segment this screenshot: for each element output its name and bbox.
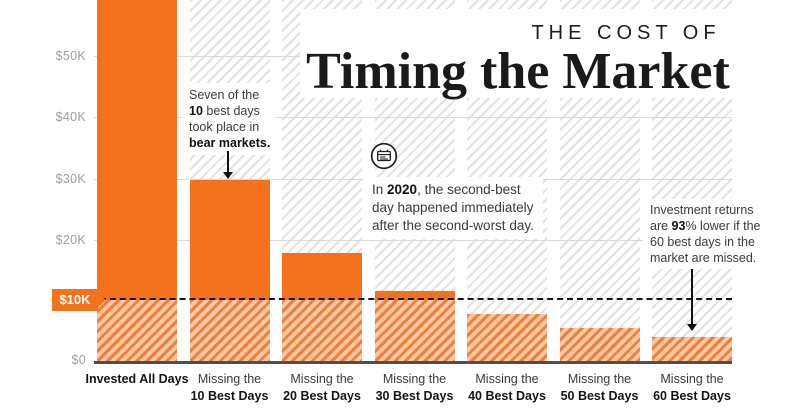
- x-category-label: Missing the 30 Best Days: [345, 371, 485, 404]
- tag-pointer-icon: [98, 293, 106, 307]
- arrow-down-icon: [687, 324, 697, 331]
- annotation-text: Seven of the: [189, 88, 260, 102]
- x-category-label: Missing the 20 Best Days: [252, 371, 392, 404]
- x-category-label: Missing the 50 Best Days: [530, 371, 670, 404]
- x-label-line1: Missing the: [382, 372, 447, 386]
- bar-solid-segment: [189, 180, 270, 300]
- annotation-text: after the second-worst day.: [372, 218, 534, 233]
- annotation-text: In: [372, 182, 388, 197]
- annotation-line: after the second-worst day.: [372, 217, 534, 235]
- y-tick-label: $30K: [55, 172, 86, 186]
- x-category-label: Missing the 40 Best Days: [437, 371, 577, 404]
- annotation-line: In 2020, the second-best: [372, 181, 534, 199]
- x-label-line2: 10 Best Days: [190, 388, 269, 403]
- bar-hatched-segment: [374, 300, 455, 363]
- bar-hatched-segment: [467, 313, 547, 363]
- annotation-2020-second-best: In 2020, the second-best day happened imm…: [363, 177, 543, 239]
- x-label-line1: Missing the: [660, 372, 724, 386]
- annotation-text-bold: 93: [671, 219, 686, 233]
- newspaper-icon: [369, 141, 399, 171]
- x-label-line1: Missing the: [290, 372, 354, 386]
- x-label-line1: Invested All Days: [85, 372, 189, 386]
- gridline: [94, 117, 732, 118]
- bar-solid-segment: [97, 0, 177, 300]
- x-label-line1: Missing the: [197, 372, 262, 386]
- annotation-text-bold: bear markets.: [189, 136, 271, 150]
- initial-investment-tag-label: $10K: [59, 292, 91, 307]
- bar-hatched-segment: [282, 300, 362, 363]
- annotation-text: market are missed.: [650, 251, 757, 265]
- annotation-text: Investment returns: [650, 203, 754, 217]
- annotation-text: , the second-best: [417, 182, 521, 197]
- annotation-arrow-returns: [691, 269, 693, 324]
- annotation-text: took place in: [189, 120, 260, 134]
- annotation-line: Seven of the: [189, 87, 270, 103]
- bar-hatched-segment: [97, 300, 177, 363]
- bar-solid-segment: [282, 253, 362, 300]
- annotation-text: are: [650, 219, 672, 233]
- y-tick-label: $20K: [55, 233, 86, 247]
- annotation-bear-markets: Seven of the 10 best days took place in bea…: [183, 83, 277, 155]
- y-tick-label: $0: [71, 353, 86, 367]
- x-category-label: Missing the 10 Best Days: [160, 371, 300, 404]
- bar-hatched-segment: [189, 300, 270, 363]
- x-label-line1: Missing the: [567, 372, 632, 386]
- bar-hatched-segment: [559, 327, 640, 363]
- arrow-down-icon: [223, 172, 233, 179]
- title-block: THE COST OF Timing the Market: [300, 9, 800, 98]
- annotation-93-percent-lower: Investment returns are 93% lower if the 60…: [643, 199, 768, 269]
- x-label-line2: 30 Best Days: [375, 388, 454, 403]
- x-label-line2: 50 Best Days: [560, 388, 639, 403]
- annotation-text: day happened immediately: [372, 200, 534, 215]
- annotation-line: day happened immediately: [372, 199, 534, 217]
- x-label-line2: 60 Best Days: [653, 388, 731, 403]
- annotation-text-bold: 2020: [387, 182, 418, 197]
- bar-hatched-segment: [652, 337, 732, 363]
- annotation-line: 10 best days: [189, 103, 270, 119]
- x-axis-line: [94, 361, 732, 364]
- x-label-line2: 40 Best Days: [468, 388, 546, 403]
- annotation-line: 60 best days in the: [650, 234, 760, 250]
- y-tick-label: $40K: [55, 110, 86, 124]
- annotation-text: % lower if the: [685, 219, 761, 233]
- y-tick-label: $50K: [55, 49, 86, 63]
- annotation-line: bear markets.: [189, 135, 270, 151]
- initial-investment-dashed-line: [100, 298, 732, 300]
- annotation-text: 60 best days in the: [650, 235, 755, 249]
- x-label-line1: Missing the: [475, 372, 539, 386]
- x-category-label: Invested All Days: [67, 371, 207, 388]
- annotation-text: best days: [202, 104, 260, 118]
- x-category-label: Missing the 60 Best Days: [622, 371, 762, 404]
- annotation-line: market are missed.: [650, 250, 760, 266]
- annotation-arrow-bear-markets: [227, 151, 229, 173]
- page-title: Timing the Market: [306, 43, 730, 100]
- annotation-line: took place in: [189, 119, 270, 135]
- bar-solid-segment: [374, 291, 455, 300]
- annotation-text-bold: 10: [189, 104, 203, 118]
- gridline: [94, 240, 732, 241]
- annotation-line: Investment returns: [650, 202, 760, 218]
- title-kicker: THE COST OF: [531, 22, 721, 44]
- initial-investment-tag: $10K: [52, 289, 106, 311]
- annotation-line: are 93% lower if the: [650, 218, 760, 234]
- x-label-line2: 20 Best Days: [283, 388, 361, 403]
